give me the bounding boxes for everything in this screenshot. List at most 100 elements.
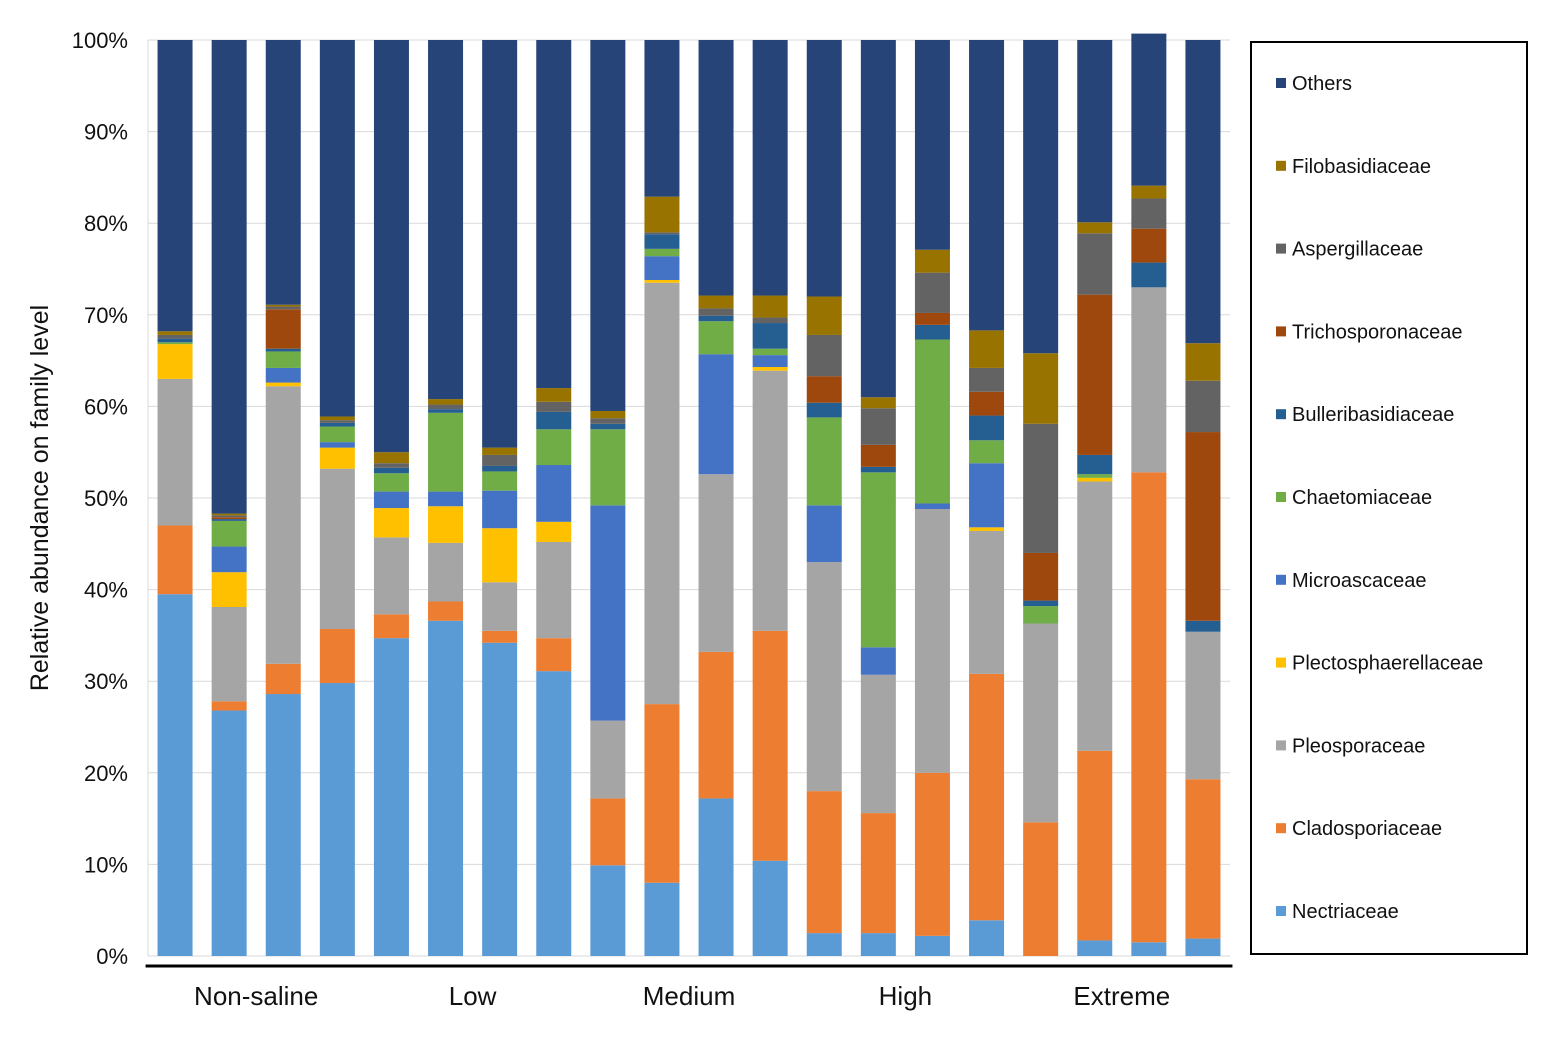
bar-segment — [319, 447, 355, 469]
group-label: Non-saline — [194, 981, 318, 1011]
bar-segment — [590, 720, 626, 799]
bar-segment — [211, 572, 247, 608]
bar-segment — [1077, 233, 1113, 295]
bar-segment — [265, 367, 301, 383]
legend-label: Plectosphaerellaceae — [1292, 653, 1483, 675]
group-label: Medium — [643, 981, 735, 1011]
bar-segment — [1131, 262, 1167, 288]
bar-segment — [590, 418, 626, 424]
bar-segment — [157, 344, 193, 379]
bar-segment — [211, 513, 247, 516]
legend-label: Filobasidiaceae — [1292, 156, 1431, 178]
axis-titles: Relative abundance on family level — [26, 305, 54, 691]
legend-label: Trichosporonaceae — [1292, 321, 1462, 343]
legend-box — [1250, 41, 1528, 955]
bar-segment — [1131, 287, 1167, 473]
bar-segment — [698, 308, 734, 316]
bar-segment — [319, 628, 355, 684]
bar-segment — [319, 683, 355, 956]
y-tick-label: 0% — [96, 944, 128, 969]
bar-segment — [914, 324, 950, 340]
gridlines — [148, 39, 1230, 957]
y-tick-label: 30% — [84, 669, 128, 694]
bar-segment — [752, 355, 788, 368]
group-label: Low — [449, 981, 497, 1011]
bar-segment — [1185, 631, 1221, 780]
bar-segment — [211, 517, 247, 520]
bar-segment — [1185, 779, 1221, 939]
bar-segment — [969, 527, 1005, 531]
bar-segment — [752, 370, 788, 631]
bar-segment — [373, 40, 409, 453]
bar-segment — [806, 334, 842, 377]
bar-segment — [536, 40, 572, 389]
bar-segment — [157, 40, 193, 332]
legend-swatch — [1276, 326, 1286, 337]
bar-segment — [860, 408, 896, 445]
bar-segment — [1131, 185, 1167, 199]
y-tick-label: 100% — [72, 28, 128, 53]
bar-segment — [536, 388, 572, 402]
bar-segment — [157, 338, 193, 343]
bar-segment — [319, 40, 355, 417]
bar-stack — [914, 40, 950, 956]
bar-segment — [482, 465, 518, 472]
bar-segment — [157, 334, 193, 339]
bar-segment — [157, 342, 193, 345]
bar-segment — [211, 710, 247, 956]
bar-segment — [536, 671, 572, 956]
bar-segment — [806, 562, 842, 792]
bar-segment — [265, 40, 301, 305]
bar-segment — [211, 40, 247, 514]
bar-segment — [644, 196, 680, 233]
bar-segment — [752, 860, 788, 956]
bar-stack — [1185, 40, 1221, 956]
bar-segment — [969, 920, 1005, 956]
bar-segment — [536, 411, 572, 430]
bar-segment — [1077, 940, 1113, 956]
bar-segment — [914, 508, 950, 773]
bar-segment — [644, 704, 680, 883]
bar-segment — [1023, 600, 1059, 607]
bar-segment — [1023, 552, 1059, 601]
bar-segment — [806, 296, 842, 335]
bar-stack — [698, 40, 734, 956]
bar-segment — [590, 505, 626, 721]
bar-stack — [482, 40, 518, 956]
bar-segment — [373, 614, 409, 639]
bar-segment — [1023, 606, 1059, 624]
bar-segment — [319, 426, 355, 443]
bar-segment — [373, 491, 409, 509]
bar-segment — [969, 673, 1005, 921]
bar-segment — [373, 473, 409, 492]
bar-segment — [752, 348, 788, 356]
y-tick-label: 70% — [84, 303, 128, 328]
bar-segment — [428, 409, 464, 413]
bar-segment — [482, 40, 518, 448]
bar-segment — [1131, 942, 1167, 956]
bar-segment — [806, 505, 842, 563]
bar-segment — [157, 594, 193, 956]
legend-swatch — [1276, 409, 1286, 420]
bar-segment — [1131, 33, 1167, 186]
bar-segment — [428, 404, 464, 410]
legend-label: Aspergillaceae — [1292, 239, 1423, 261]
bar-segment — [698, 798, 734, 956]
bar-segment — [914, 272, 950, 313]
bar-segment — [265, 306, 301, 310]
bar-segment — [482, 447, 518, 455]
bar-segment — [698, 295, 734, 309]
bar-stack — [969, 40, 1005, 956]
bar-segment — [860, 647, 896, 675]
bar-segment — [211, 515, 247, 518]
bar-segment — [373, 452, 409, 464]
bar-segment — [806, 376, 842, 403]
bar-segment — [373, 537, 409, 615]
legend-swatch — [1276, 574, 1286, 585]
bar-segment — [698, 321, 734, 355]
bar-segment — [806, 402, 842, 418]
bar-segment — [644, 282, 680, 705]
legend-swatch — [1276, 823, 1286, 834]
bar-segment — [265, 351, 301, 368]
